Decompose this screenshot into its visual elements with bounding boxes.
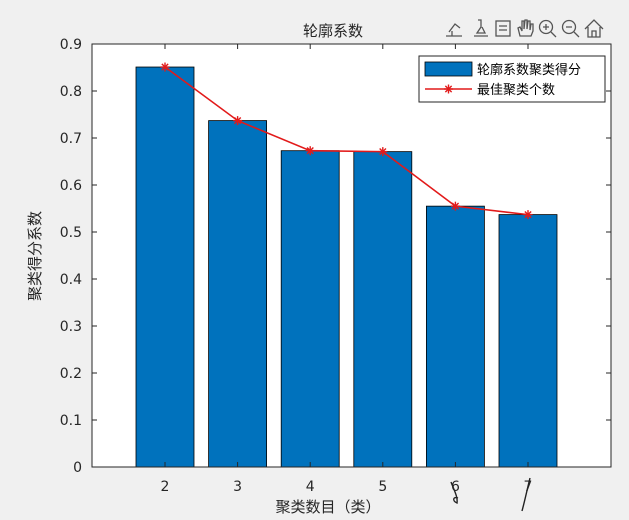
pan-hand-icon[interactable] — [517, 19, 534, 37]
export-icon[interactable] — [446, 23, 462, 37]
x-tick-label: 2 — [161, 479, 170, 495]
data-tips-icon[interactable] — [495, 20, 511, 37]
y-tick-label: 0.9 — [60, 37, 82, 53]
y-tick-label: 0.3 — [60, 319, 82, 335]
y-tick-label: 0 — [73, 460, 82, 476]
y-tick-label: 0.1 — [60, 413, 82, 429]
bar — [353, 151, 413, 468]
series-line — [164, 66, 529, 216]
home-icon[interactable] — [584, 19, 604, 38]
brush-icon[interactable] — [474, 19, 488, 37]
pen-scribble-marks — [450, 477, 531, 512]
zoom-in-icon[interactable] — [538, 19, 557, 38]
y-tick-label: 0.6 — [60, 178, 82, 194]
axes-box — [91, 43, 612, 468]
bar — [498, 214, 558, 468]
bar — [135, 66, 195, 468]
asterisk-marker — [523, 210, 533, 220]
y-tick-label: 0.7 — [60, 131, 82, 147]
y-tick-label: 0.8 — [60, 84, 82, 100]
x-axis-label: 聚类数目（类） — [275, 498, 380, 516]
x-tick-label: 4 — [306, 479, 315, 495]
asterisk-marker — [305, 146, 315, 156]
legend-asterisk-marker — [444, 84, 453, 94]
y-axis: 0 0.1 0.2 0.3 0.4 0.5 0.6 0.7 0.8 0.9 — [60, 37, 611, 476]
legend: 轮廓系数聚类得分 最佳聚类个数 — [418, 55, 606, 103]
asterisk-marker — [378, 147, 388, 157]
figure-toolbar — [446, 19, 604, 38]
y-tick-label: 0.2 — [60, 366, 82, 382]
line-series — [160, 62, 533, 220]
zoom-out-icon[interactable] — [561, 19, 580, 38]
chart-title: 轮廓系数 — [303, 22, 363, 40]
legend-box — [418, 55, 606, 103]
x-tick-label: 3 — [233, 479, 242, 495]
y-tick-label: 0.4 — [60, 272, 82, 288]
legend-entry-line: 最佳聚类个数 — [477, 83, 555, 98]
y-axis-label: 聚类得分系数 — [26, 211, 44, 301]
asterisk-marker — [444, 84, 453, 94]
legend-entry-bar: 轮廓系数聚类得分 — [477, 62, 581, 78]
asterisk-marker — [233, 116, 243, 126]
legend-bar-swatch — [424, 61, 473, 77]
bar — [208, 120, 268, 468]
x-tick-label: 6 — [451, 479, 460, 495]
asterisk-marker — [160, 62, 170, 72]
y-tick-label: 0.5 — [60, 225, 82, 241]
asterisk-marker — [450, 201, 460, 211]
bar — [280, 150, 340, 468]
bar — [425, 205, 485, 468]
x-tick-label: 5 — [378, 479, 387, 495]
